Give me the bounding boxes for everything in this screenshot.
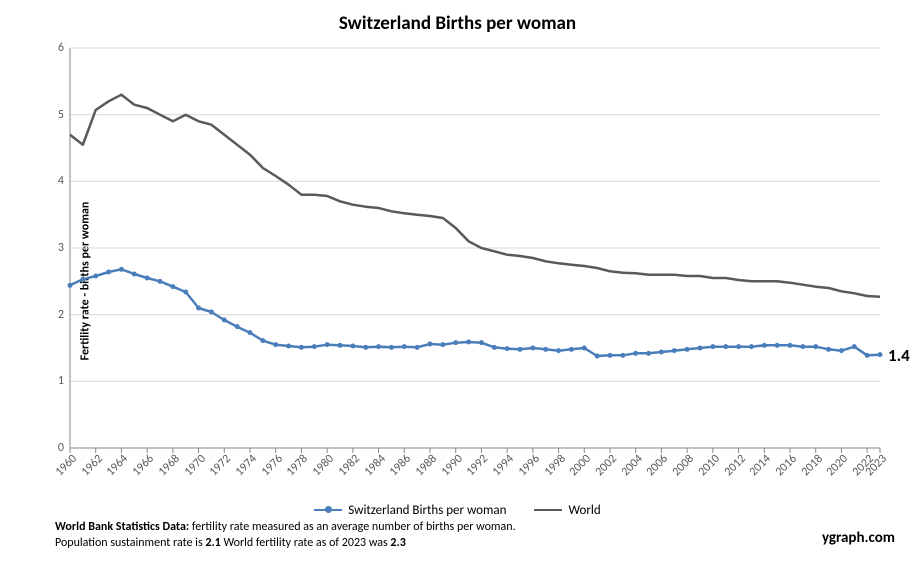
x-tick-label: 2000 (567, 452, 594, 479)
x-tick-label: 2012 (721, 452, 748, 479)
x-tick-label: 1974 (233, 452, 260, 479)
x-tick-label: 2014 (747, 452, 774, 479)
x-tick-label: 2004 (619, 452, 646, 479)
x-tick-label: 1996 (516, 452, 543, 479)
x-tick-label: 1994 (490, 452, 517, 479)
x-tick-label: 1962 (79, 452, 106, 479)
footnote-source-text: fertility rate measured as an average nu… (189, 520, 515, 534)
x-tick-label: 2018 (799, 452, 826, 479)
footnote: World Bank Statistics Data: fertility ra… (55, 519, 516, 551)
x-tick-label: 2020 (824, 452, 851, 479)
x-tick-label: 2002 (593, 452, 620, 479)
x-tick-label: 1978 (284, 452, 311, 479)
chart-svg (70, 48, 880, 448)
x-tick-label: 1966 (130, 452, 157, 479)
x-tick-label: 2016 (773, 452, 800, 479)
x-tick-label: 1964 (104, 452, 131, 479)
y-tick-label: 3 (58, 241, 64, 255)
legend-swatch (314, 509, 342, 511)
legend-swatch (534, 509, 562, 511)
x-tick-label: 1998 (541, 452, 568, 479)
x-tick-label: 1968 (156, 452, 183, 479)
x-tick-label: 1984 (361, 452, 388, 479)
x-tick-label: 1980 (310, 452, 337, 479)
y-tick-label: 5 (58, 108, 64, 122)
x-tick-label: 2006 (644, 452, 671, 479)
x-tick-label: 2010 (696, 452, 723, 479)
chart-title: Switzerland Births per woman (0, 12, 915, 35)
plot-area: 0123456196019621964196619681970197219741… (70, 48, 880, 448)
y-tick-label: 6 (58, 41, 64, 55)
x-tick-label: 1970 (181, 452, 208, 479)
legend-item: Switzerland Births per woman (314, 503, 506, 518)
x-tick-label: 1988 (413, 452, 440, 479)
x-tick-label: 1992 (464, 452, 491, 479)
x-tick-label: 1990 (439, 452, 466, 479)
y-tick-label: 1 (58, 374, 64, 388)
x-tick-label: 1976 (259, 452, 286, 479)
legend-item: World (534, 503, 600, 518)
legend: Switzerland Births per woman World (0, 500, 915, 518)
chart-container: Switzerland Births per woman Fertility r… (0, 0, 915, 561)
footnote-source-label: World Bank Statistics Data: (55, 520, 189, 534)
footnote-sustain-text: Population sustainment rate is (55, 536, 205, 550)
brand-watermark: ygraph.com (822, 529, 895, 547)
x-tick-label: 2008 (670, 452, 697, 479)
footnote-sustain-value: 2.1 (205, 536, 220, 550)
footnote-world-value: 2.3 (390, 536, 405, 550)
y-tick-label: 0 (58, 441, 64, 455)
x-tick-label: 1982 (336, 452, 363, 479)
y-tick-label: 2 (58, 308, 64, 322)
y-tick-label: 4 (58, 174, 64, 188)
legend-label: World (568, 503, 600, 518)
footnote-world-text: World fertility rate as of 2023 was (221, 536, 391, 550)
x-tick-label: 1960 (53, 452, 80, 479)
legend-label: Switzerland Births per woman (348, 503, 506, 518)
series-end-label: 1.4 (888, 345, 910, 366)
x-tick-label: 1986 (387, 452, 414, 479)
x-tick-label: 1972 (207, 452, 234, 479)
